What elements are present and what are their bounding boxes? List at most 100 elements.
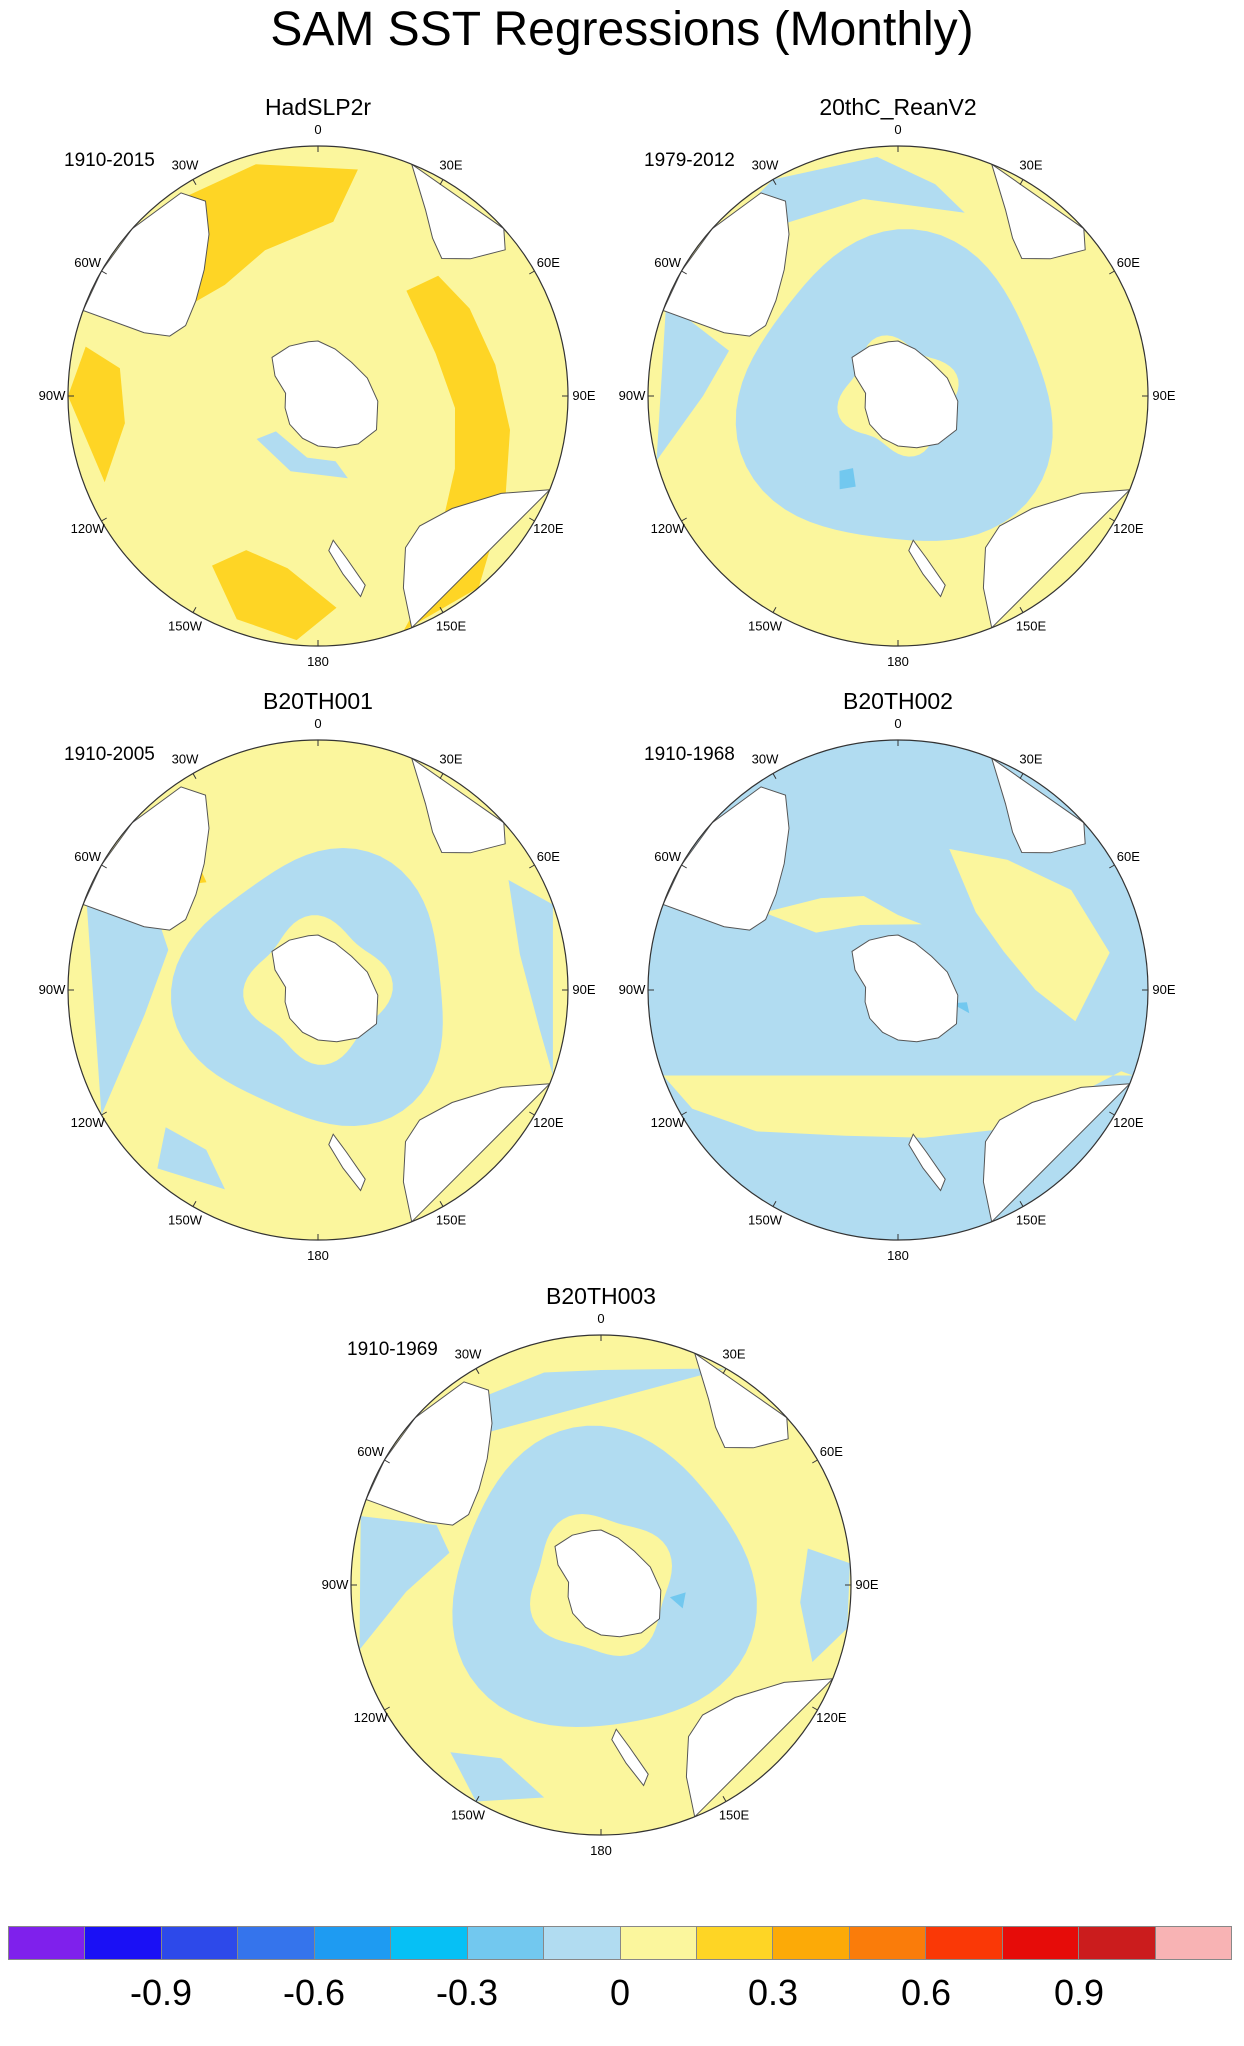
longitude-tick: [192, 1201, 197, 1207]
longitude-tick: [1019, 607, 1024, 613]
anomaly-region: [681, 156, 965, 284]
longitude-tick: [529, 517, 535, 522]
longitude-label: 150E: [436, 618, 467, 633]
polar-map: 0 30E 60E 90E 120E 150E 180 150W 120W 90W 60W 30W: [39, 716, 596, 1263]
landmass-australia: [685, 1678, 835, 1818]
longitude-tick: [439, 607, 444, 613]
longitude-tick: [772, 607, 777, 613]
longitude-label: 120W: [71, 521, 106, 536]
longitude-label: 30W: [455, 1347, 482, 1362]
polar-map: 0 30E 60E 90E 120E 150E 180 150W 120W 90W 60W 30W: [619, 122, 1176, 669]
colorbar-swatch: [467, 1927, 545, 1959]
longitude-label: 120E: [1113, 1115, 1144, 1130]
anomaly-region: [157, 1127, 225, 1190]
colorbar-swatch: [544, 1927, 621, 1959]
longitude-label: 90W: [39, 388, 66, 403]
longitude-tick: [1109, 864, 1115, 869]
longitude-tick: [529, 864, 535, 869]
landmass-africa: [410, 162, 506, 260]
colorbar-swatch: [696, 1927, 774, 1959]
longitude-tick: [1019, 179, 1024, 185]
longitude-tick: [475, 1796, 480, 1802]
map-panel: B20TH003 1910-1969 0 30E 60E 90E 120E 150E 180 15…: [301, 1283, 901, 1885]
longitude-label: 90E: [1152, 388, 1175, 403]
longitude-label: 150W: [168, 1212, 203, 1227]
longitude-tick: [384, 1706, 390, 1711]
longitude-tick: [101, 1111, 107, 1116]
landmass-samerica: [82, 786, 210, 931]
anomaly-region: [171, 848, 443, 1126]
landmass-samerica: [82, 192, 210, 337]
colorbar-label: 0.9: [1053, 1972, 1105, 2013]
longitude-label: 120E: [1113, 521, 1144, 536]
longitude-label: 150E: [719, 1807, 750, 1822]
longitude-tick: [681, 864, 687, 869]
anomaly-region: [763, 896, 922, 933]
longitude-label: 30W: [172, 752, 199, 767]
longitude-label: 180: [887, 654, 909, 669]
landmass-samerica: [662, 786, 790, 931]
longitude-tick: [1109, 270, 1115, 275]
longitude-label: 0: [314, 716, 321, 731]
longitude-label: 30E: [439, 752, 462, 767]
longitude-tick: [1019, 773, 1024, 779]
longitude-label: 60W: [74, 849, 101, 864]
longitude-tick: [475, 1368, 480, 1374]
longitude-label: 120W: [71, 1115, 106, 1130]
panel-title: B20TH003: [546, 1283, 656, 1309]
longitude-label: 120W: [651, 1115, 686, 1130]
longitude-tick: [1019, 1201, 1024, 1207]
landmass-nz: [328, 539, 366, 598]
longitude-label: 0: [894, 122, 901, 137]
colorbar-label: 0.3: [747, 1972, 799, 2013]
colorbar-swatch: [85, 1927, 162, 1959]
longitude-label: 180: [307, 654, 329, 669]
anomaly-region: [800, 1548, 850, 1662]
colorbar-label: -0.6: [282, 1972, 346, 2013]
map-panel: B20TH001 1910-2005 0 30E 60E 90E 120E 150E 180 15…: [18, 688, 618, 1290]
longitude-label: 30E: [439, 158, 462, 173]
anomaly-region: [669, 1592, 686, 1609]
colorbar-swatch: [773, 1927, 850, 1959]
landmass-nz: [611, 1728, 649, 1787]
longitude-tick: [812, 1706, 818, 1711]
period-label: 1910-1969: [347, 1339, 438, 1360]
anomaly-region: [656, 302, 729, 461]
longitude-tick: [1109, 517, 1115, 522]
colorbar: [8, 1926, 1232, 1960]
longitude-label: 30W: [752, 752, 779, 767]
landmass-australia: [982, 489, 1132, 629]
longitude-tick: [192, 773, 197, 779]
landmass-nz: [328, 1133, 366, 1192]
longitude-label: 0: [894, 716, 901, 731]
longitude-tick: [722, 1796, 727, 1802]
landmass-samerica: [662, 192, 790, 337]
colorbar-label: -0.3: [435, 1972, 499, 2013]
longitude-tick: [101, 270, 107, 275]
longitude-tick: [101, 517, 107, 522]
colorbar-swatch: [1079, 1927, 1156, 1959]
longitude-tick: [772, 773, 777, 779]
longitude-label: 60W: [654, 849, 681, 864]
period-label: 1910-1968: [644, 744, 735, 765]
longitude-label: 30W: [752, 158, 779, 173]
longitude-tick: [529, 1111, 535, 1116]
anomaly-region: [359, 1516, 450, 1650]
longitude-label: 90E: [1152, 982, 1175, 997]
longitude-label: 120W: [354, 1710, 389, 1725]
colorbar-swatch: [314, 1927, 392, 1959]
panel-title: B20TH002: [843, 688, 953, 714]
longitude-label: 30E: [1019, 752, 1042, 767]
longitude-label: 180: [887, 1248, 909, 1263]
colorbar-swatch: [849, 1927, 927, 1959]
longitude-tick: [772, 179, 777, 185]
landmass-africa: [410, 756, 506, 854]
longitude-tick: [812, 1459, 818, 1464]
longitude-label: 90W: [39, 982, 66, 997]
longitude-label: 150E: [1016, 1212, 1047, 1227]
panel-title: HadSLP2r: [264, 94, 372, 120]
longitude-tick: [722, 1368, 727, 1374]
longitude-label: 60W: [357, 1444, 384, 1459]
longitude-label: 120E: [533, 1115, 564, 1130]
landmass-antarctica: [271, 934, 379, 1043]
